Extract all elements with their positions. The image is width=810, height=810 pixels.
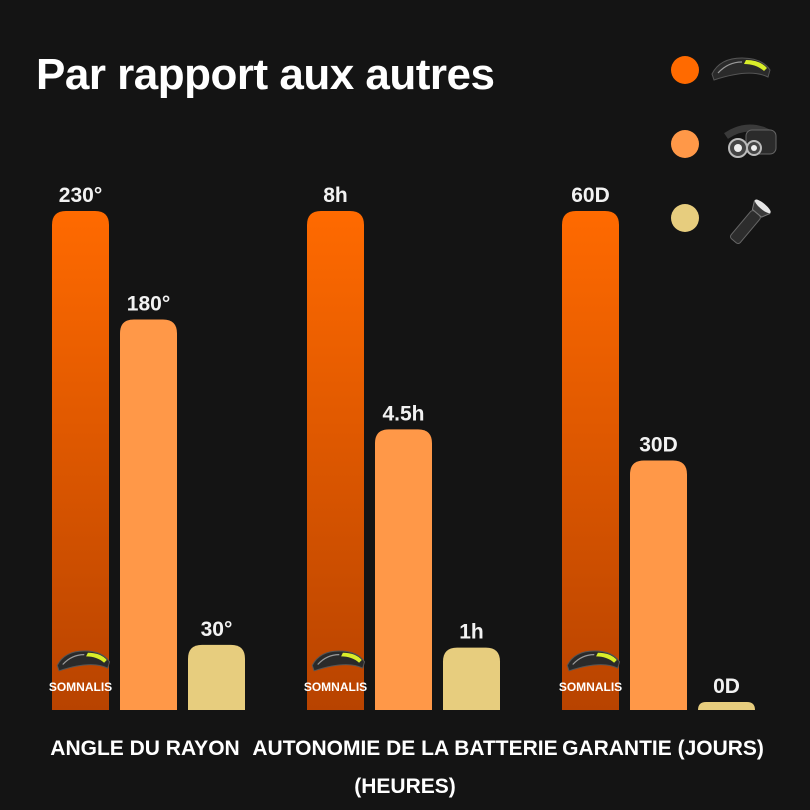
legend-swatch [671,130,699,158]
data-label: 60D [571,184,610,207]
bar-groups: 230° SOMNALIS 180° 30° ANGLE DU RAYON 8h SOMNA… [49,184,764,798]
led-headband-icon [56,650,111,672]
bar [188,644,245,710]
bar [443,647,500,710]
brand-label: SOMNALIS [304,680,367,694]
bar [307,211,364,710]
brand-badge: SOMNALIS [559,650,622,694]
legend-item [671,56,771,84]
data-label: 0D [713,675,740,698]
category-label: ANGLE DU RAYON [50,737,239,760]
bar [375,429,432,710]
led-headband-icon [711,57,771,81]
brand-badge: SOMNALIS [49,650,112,694]
data-label: 180° [127,292,170,315]
led-headband-icon [566,650,621,672]
bar [562,211,619,710]
bar [698,702,755,710]
bar [120,319,177,710]
page-title: Par rapport aux autres [36,50,495,99]
legend-swatch [671,56,699,84]
category-label: AUTONOMIE DE LA BATTERIE [252,737,557,760]
data-label: 4.5h [382,402,424,425]
classic-headlamp-icon [724,124,777,158]
data-label: 30° [201,618,233,641]
led-headband-icon [311,650,366,672]
legend-item [671,124,777,158]
bar-group: 60D SOMNALIS 30D 0D GARANTIE (JOURS) [559,184,764,760]
legend [671,56,777,244]
data-label: 30D [639,434,678,457]
bar [52,211,109,710]
brand-label: SOMNALIS [49,680,112,694]
bar-group: 230° SOMNALIS 180° 30° ANGLE DU RAYON [49,184,245,760]
data-label: 8h [323,184,348,207]
category-label-line2: (HEURES) [354,775,456,798]
data-label: 230° [59,184,102,207]
brand-badge: SOMNALIS [304,650,367,694]
legend-swatch [671,204,699,232]
brand-label: SOMNALIS [559,680,622,694]
bar [630,460,687,710]
bar-group: 8h SOMNALIS 4.5h 1h AUTONOMIE DE LA BATTERIE… [252,184,557,798]
legend-item [671,199,771,244]
data-label: 1h [459,621,484,644]
category-label: GARANTIE (JOURS) [562,737,764,760]
flashlight-icon [729,199,771,244]
